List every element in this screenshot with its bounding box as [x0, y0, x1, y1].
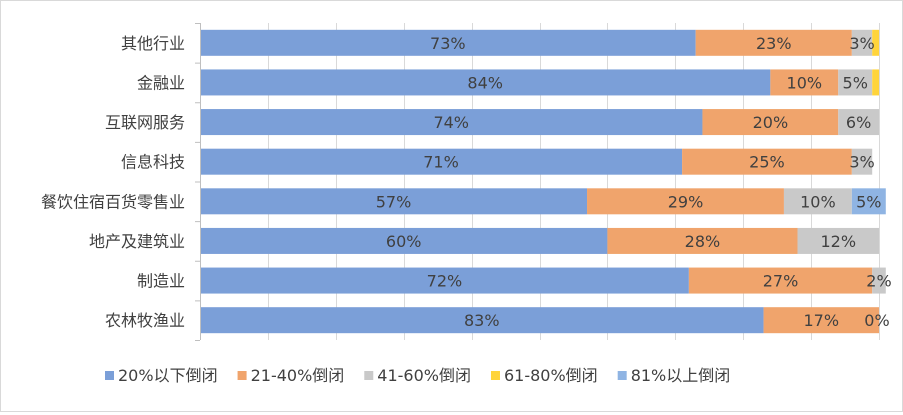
- data-label: 23%: [756, 34, 792, 53]
- data-labels: 73% 23% 3% 84% 10% 5% 74% 20% 6% 71% 25% 3% 57% 29% 10…: [376, 34, 892, 330]
- data-label: 10%: [787, 73, 823, 92]
- bar-segment: [702, 109, 839, 136]
- bar-segment: [200, 69, 771, 96]
- bar-segment: [770, 69, 839, 96]
- category-label: 地产及建筑业: [89, 232, 185, 251]
- data-label: 60%: [386, 232, 422, 251]
- legend-label: 41-60%倒闭: [377, 366, 471, 385]
- bar-segment: [851, 188, 886, 215]
- data-label: 25%: [749, 153, 785, 172]
- category-label: 信息科技: [121, 153, 185, 172]
- axes: [195, 23, 201, 341]
- bar-segment: [688, 267, 873, 294]
- data-label: 29%: [668, 192, 704, 211]
- bar-segment: [872, 69, 879, 96]
- legend: 20%以下倒闭 21-40%倒闭 41-60%倒闭 61-80%倒闭 81%以上倒闭: [105, 366, 730, 385]
- bar-segment: [200, 307, 764, 334]
- bar-segment: [838, 69, 873, 96]
- data-label: 74%: [433, 113, 469, 132]
- data-label: 0%: [864, 311, 889, 330]
- category-label: 餐饮住宿百货零售业: [41, 192, 185, 211]
- data-label: 84%: [467, 73, 503, 92]
- bar-segment: [200, 109, 703, 136]
- data-label: 28%: [685, 232, 721, 251]
- data-label: 5%: [856, 192, 881, 211]
- bar-segment: [838, 109, 879, 136]
- data-label: 72%: [427, 272, 463, 291]
- data-label: 73%: [430, 34, 466, 53]
- bar-segment: [797, 227, 879, 254]
- data-label: 17%: [804, 311, 840, 330]
- bar-segment: [872, 29, 879, 56]
- category-label: 其他行业: [121, 34, 185, 53]
- bar-segment: [783, 188, 852, 215]
- data-label: 71%: [423, 153, 459, 172]
- data-label: 3%: [849, 153, 874, 172]
- data-label: 2%: [866, 272, 891, 291]
- data-label: 6%: [846, 113, 871, 132]
- bar-segment: [200, 267, 689, 294]
- legend-label: 61-80%倒闭: [504, 366, 598, 385]
- bar-segment: [851, 148, 873, 175]
- legend-swatch: [490, 371, 500, 380]
- data-label: 5%: [843, 73, 868, 92]
- bar-segment: [872, 267, 886, 294]
- legend-swatch: [364, 371, 374, 380]
- category-label: 农林牧渔业: [105, 311, 185, 330]
- data-label: 27%: [763, 272, 799, 291]
- bar-segment: [695, 29, 852, 56]
- legend-label: 20%以下倒闭: [118, 366, 218, 385]
- bar-segment: [587, 188, 784, 215]
- category-label: 金融业: [137, 73, 185, 92]
- legend-swatch: [105, 371, 114, 380]
- category-label: 互联网服务: [105, 113, 185, 132]
- bars: [200, 29, 886, 334]
- data-label: 3%: [849, 34, 874, 53]
- legend-label: 21-40%倒闭: [251, 366, 345, 385]
- data-label: 12%: [820, 232, 856, 251]
- bar-segment: [200, 29, 696, 56]
- legend-swatch: [617, 371, 627, 380]
- data-label: 10%: [800, 192, 836, 211]
- bar-segment: [851, 29, 873, 56]
- data-label: 57%: [376, 192, 412, 211]
- bar-segment: [607, 227, 798, 254]
- bar-segment: [763, 307, 879, 334]
- legend-swatch: [237, 371, 247, 380]
- bar-segment: [682, 148, 852, 175]
- bar-segment: [200, 148, 683, 175]
- data-label: 20%: [753, 113, 789, 132]
- category-label: 制造业: [137, 272, 185, 291]
- bar-segment: [200, 188, 588, 215]
- bar-segment: [200, 227, 608, 254]
- data-label: 83%: [464, 311, 500, 330]
- legend-label: 81%以上倒闭: [631, 366, 731, 385]
